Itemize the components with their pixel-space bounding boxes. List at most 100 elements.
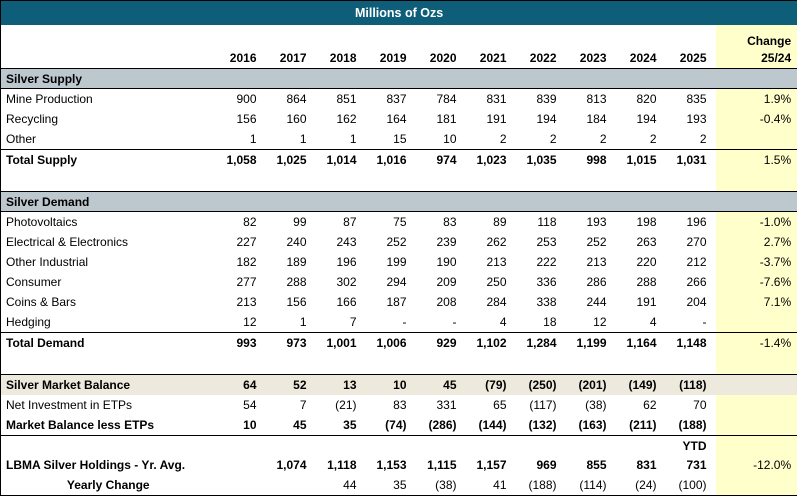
row-label: Photovoltaics — [6, 215, 78, 229]
change-cell: 1.9% — [715, 88, 797, 109]
data-cell: (201) — [565, 374, 616, 395]
data-cell: (286) — [415, 415, 466, 436]
data-cell: 41 — [493, 478, 507, 492]
data-cell: 929 — [415, 332, 466, 353]
change-cell — [715, 415, 797, 436]
data-cell: 193 — [686, 112, 707, 126]
data-cell: 12 — [593, 315, 607, 329]
data-cell: 252 — [386, 235, 407, 249]
change-header-line2: 25/24 — [715, 48, 797, 69]
data-cell: 196 — [336, 255, 357, 269]
data-cell: 1,153 — [376, 458, 407, 472]
data-cell: 277 — [236, 275, 257, 289]
title-row: Millions of Ozs — [0, 0, 797, 25]
data-cell: 250 — [486, 275, 507, 289]
data-cell: (21) — [335, 398, 357, 412]
change-cell — [715, 435, 797, 455]
change-cell: -1.0% — [715, 211, 797, 232]
data-cell: 784 — [436, 92, 457, 106]
data-cell: 83 — [443, 215, 457, 229]
data-cell: 213 — [236, 295, 257, 309]
data-cell: 62 — [643, 398, 657, 412]
row-label: Silver Market Balance — [0, 374, 216, 395]
data-cell: 45 — [415, 374, 466, 395]
data-cell: 835 — [686, 92, 707, 106]
data-cell: 209 — [436, 275, 457, 289]
data-cell: 196 — [686, 215, 707, 229]
table-row: Total Supply 1,058 1,025 1,014 1,016 974 1,023… — [0, 149, 797, 170]
data-cell: 831 — [486, 92, 507, 106]
data-cell: 1,025 — [265, 149, 316, 170]
data-cell: (38) — [585, 398, 607, 412]
row-label: Electrical & Electronics — [6, 235, 129, 249]
data-cell: 164 — [386, 112, 407, 126]
data-cell: 187 — [386, 295, 407, 309]
data-cell: 181 — [436, 112, 457, 126]
data-cell: 266 — [686, 275, 707, 289]
data-cell: 1,023 — [465, 149, 516, 170]
row-label: Consumer — [6, 275, 62, 289]
data-cell: - — [702, 315, 707, 329]
data-cell: 190 — [436, 255, 457, 269]
data-cell: 75 — [393, 215, 407, 229]
data-cell: 220 — [636, 255, 657, 269]
data-cell: 993 — [215, 332, 266, 353]
data-cell: - — [402, 315, 407, 329]
table-row — [1, 353, 797, 375]
data-cell: 1,115 — [427, 458, 457, 472]
change-cell: 7.1% — [715, 292, 797, 312]
change-cell — [715, 353, 797, 375]
data-cell: 1,074 — [276, 458, 307, 472]
data-cell: 900 — [236, 92, 257, 106]
data-cell: 184 — [586, 112, 607, 126]
data-cell: 194 — [536, 112, 557, 126]
data-cell: 1 — [249, 132, 257, 146]
year-column-header: 2020 — [429, 51, 457, 65]
data-cell: 262 — [486, 235, 507, 249]
data-cell: 331 — [436, 398, 457, 412]
data-cell: 288 — [636, 275, 657, 289]
row-label: LBMA Silver Holdings - Yr. Avg. — [6, 458, 186, 472]
data-cell: (132) — [515, 415, 566, 436]
data-cell: 204 — [686, 295, 707, 309]
data-cell: 974 — [415, 149, 466, 170]
data-cell: 156 — [236, 112, 257, 126]
data-cell: 294 — [386, 275, 407, 289]
data-cell: 35 — [393, 478, 407, 492]
data-cell — [266, 436, 316, 456]
data-cell: YTD — [682, 438, 707, 453]
data-cell: 194 — [636, 112, 657, 126]
data-cell: 65 — [493, 398, 507, 412]
data-cell — [316, 436, 366, 456]
data-cell: (114) — [579, 478, 607, 492]
data-cell: (149) — [615, 374, 666, 395]
data-cell: 2 — [549, 132, 557, 146]
data-cell: 83 — [393, 398, 407, 412]
change-cell: 1.5% — [715, 149, 797, 170]
data-cell: (211) — [615, 415, 666, 436]
table-row: LBMA Silver Holdings - Yr. Avg. 1,074 1,11… — [1, 455, 797, 475]
data-cell: (24) — [635, 478, 657, 492]
data-cell: 2 — [599, 132, 607, 146]
data-cell: 1,006 — [365, 332, 416, 353]
change-cell — [715, 170, 797, 192]
year-column-header: 2017 — [279, 51, 307, 65]
data-cell: 1,016 — [365, 149, 416, 170]
data-cell: (38) — [435, 478, 457, 492]
data-cell: 82 — [243, 215, 257, 229]
row-label: Net Investment in ETPs — [6, 398, 133, 412]
data-cell: 302 — [336, 275, 357, 289]
table-row: Silver Market Balance 64 52 13 10 45 (79) (250)… — [0, 374, 797, 395]
row-label: Total Demand — [0, 332, 216, 353]
data-cell: 87 — [343, 215, 357, 229]
data-cell: 70 — [693, 398, 707, 412]
table-row: Recycling 156 160 162 164 181 191 194 184 194 193-… — [1, 109, 797, 129]
data-cell: 191 — [486, 112, 507, 126]
data-cell: 1 — [299, 315, 307, 329]
data-cell: 189 — [286, 255, 307, 269]
data-cell: 1,015 — [615, 149, 666, 170]
data-cell: 253 — [536, 235, 557, 249]
data-cell — [216, 455, 266, 475]
change-cell — [715, 129, 797, 150]
